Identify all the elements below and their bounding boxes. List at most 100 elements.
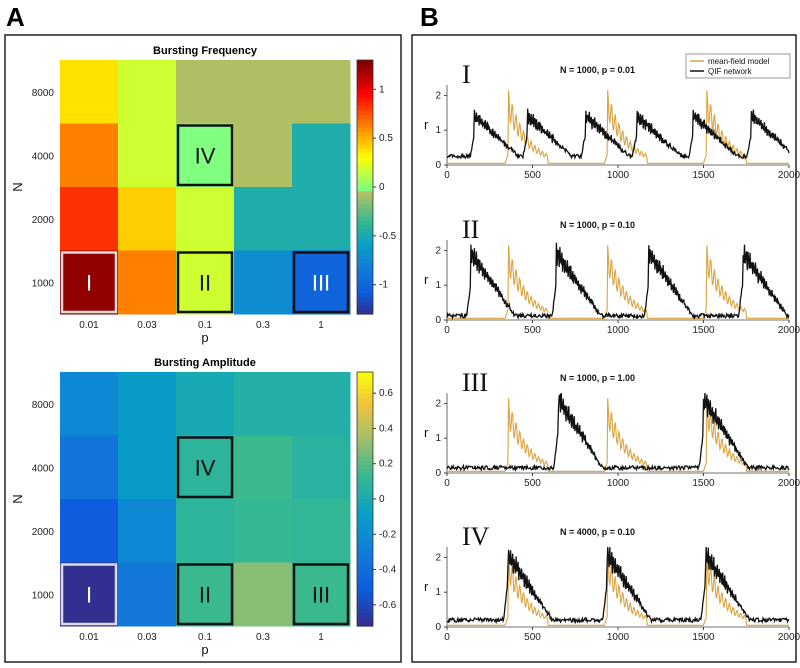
x-tick-label: 1000 [607, 170, 630, 181]
x-tick-label: 0.03 [137, 632, 157, 643]
highlight-box [60, 251, 118, 314]
colorbar-segment [357, 562, 373, 568]
colorbar-segment [357, 566, 373, 572]
colorbar-segment [357, 532, 373, 538]
x-tick-label: 500 [524, 170, 541, 181]
colorbar-segment [357, 465, 373, 470]
x-tick-label: 1500 [692, 170, 715, 181]
y-tick-label: 0 [435, 315, 441, 326]
colorbar-segment [357, 575, 373, 581]
box-label: II [199, 270, 211, 295]
colorbar-segment [357, 254, 373, 260]
colorbar-tick-label: -1 [379, 280, 388, 291]
heatmap-cell [234, 123, 293, 188]
y-axis-label: r [424, 117, 429, 132]
colorbar-segment [357, 191, 373, 197]
colorbar-tick-label: 0.2 [379, 459, 393, 470]
trace-plot-3: III N = 1000, p = 1.00 0 500 1000 1500 2000 0 1 2… [424, 368, 800, 489]
box-label: I [86, 270, 92, 295]
colorbar-segment [357, 250, 373, 256]
colorbar-tick-label: -0.4 [379, 565, 397, 576]
colorbar-segment [357, 123, 373, 129]
x-tick-label: 1000 [607, 325, 630, 336]
highlight-box [60, 563, 118, 626]
x-tick-label: 0.03 [137, 320, 157, 331]
heatmap-cell [234, 562, 293, 627]
x-tick-label: 1 [318, 632, 324, 643]
colorbar-segment [357, 600, 373, 606]
colorbar-segment [357, 271, 373, 277]
y-axis-label: N [10, 494, 25, 503]
x-tick-label: 1 [318, 320, 324, 331]
colorbar-segment [357, 280, 373, 285]
x-tick-label: 0.01 [79, 320, 99, 331]
colorbar-segment [357, 596, 373, 602]
colorbar-segment [357, 263, 373, 269]
heatmap-cell [118, 499, 177, 563]
trace-plot-1: I N = 1000, p = 0.01 0 500 1000 1500 2000 0 1 2 r m… [424, 53, 800, 181]
x-tick-label: 0.01 [79, 632, 99, 643]
condition-annotation: N = 1000, p = 1.00 [560, 373, 635, 383]
colorbar-segment [357, 242, 373, 247]
colorbar-segment [357, 89, 373, 95]
colorbar-segment [357, 60, 373, 65]
highlight-box [176, 251, 234, 314]
colorbar-segment [357, 604, 373, 610]
colorbar-segment [357, 174, 373, 180]
heatmap-cell [60, 187, 119, 251]
colorbar-segment [357, 292, 373, 298]
colorbar-segment [357, 587, 373, 593]
colorbar-segment [357, 520, 373, 525]
condition-label: II [462, 215, 479, 244]
condition-label: III [462, 368, 488, 397]
colorbar-tick-label: 0 [379, 494, 385, 505]
colorbar-segment [357, 208, 373, 213]
colorbar-segment [357, 380, 373, 386]
colorbar-segment [357, 153, 373, 158]
colorbar-segment [357, 376, 373, 382]
colorbar-segment [357, 494, 373, 500]
series-line-qif [446, 242, 790, 321]
series-line-qif [446, 546, 789, 625]
x-axis-label: p [201, 642, 208, 657]
colorbar-segment [357, 456, 373, 462]
panel-a-frame [4, 34, 402, 663]
y-tick-label: 2000 [32, 527, 55, 538]
y-tick-label: 4000 [32, 151, 55, 162]
colorbar-segment [357, 384, 373, 390]
panel-label-b: B [420, 2, 439, 32]
box-label: IV [195, 143, 216, 168]
colorbar-segment [357, 405, 373, 411]
colorbar-segment [357, 81, 373, 86]
x-tick-label: 500 [524, 632, 541, 643]
y-axis-label: r [424, 425, 429, 440]
heatmap-cell [176, 372, 235, 436]
colorbar-segment [357, 549, 373, 555]
condition-annotation: N = 1000, p = 0.01 [560, 65, 635, 75]
y-tick-label: 8000 [32, 400, 55, 411]
heatmap-cell [60, 562, 119, 627]
colorbar-tick-label: 1 [379, 84, 385, 95]
colorbar-segment [357, 431, 373, 437]
y-axis-label: r [424, 272, 429, 287]
colorbar-segment [357, 427, 373, 432]
heatmap-cell [292, 435, 351, 500]
colorbar-segment [357, 144, 373, 150]
colorbar-segment [357, 490, 373, 496]
colorbar-segment [357, 448, 373, 454]
y-tick-label: 1 [435, 587, 441, 598]
y-tick-label: 2 [435, 398, 441, 409]
trace-plot-2: II N = 1000, p = 0.10 0 500 1000 1500 2000 0 1 2 r [424, 215, 800, 336]
colorbar-segment [357, 507, 373, 513]
x-tick-label: 2000 [778, 325, 800, 336]
colorbar-segment [357, 305, 373, 311]
box-label: I [86, 582, 92, 607]
colorbar-segment [357, 473, 373, 479]
y-tick-label: 1000 [32, 590, 55, 601]
colorbar-segment [357, 161, 373, 167]
series-line-mean-field [447, 552, 789, 626]
heatmap-cell [118, 60, 177, 124]
highlight-box [292, 563, 350, 626]
colorbar-segment [357, 288, 373, 294]
